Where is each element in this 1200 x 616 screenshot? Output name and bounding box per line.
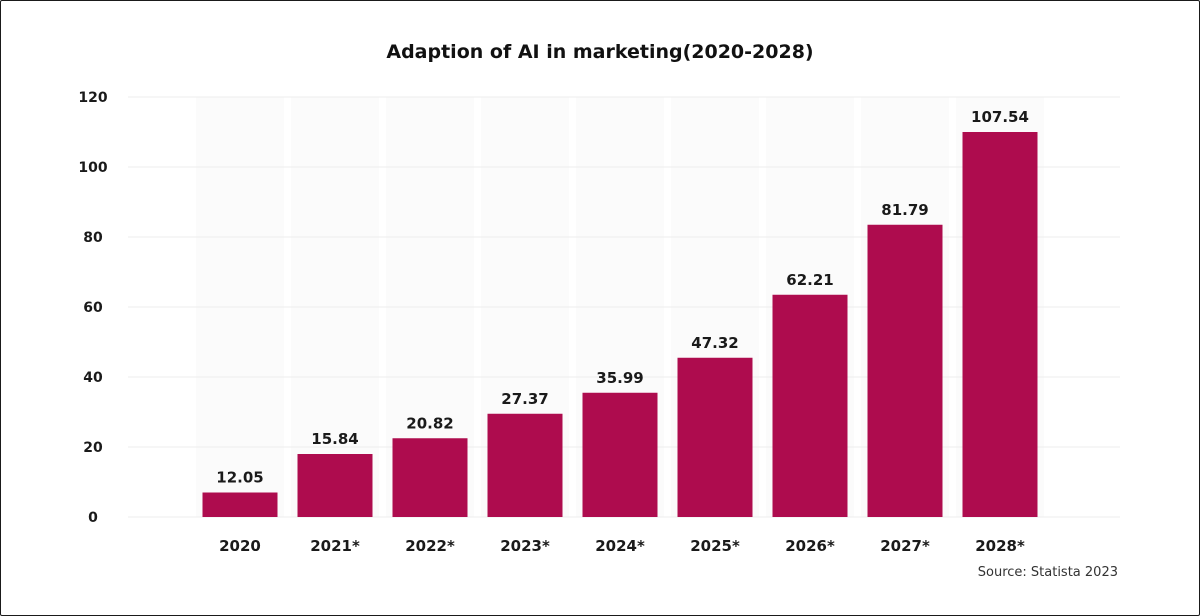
bar — [677, 357, 753, 517]
bar — [772, 294, 848, 517]
bar — [297, 454, 373, 517]
x-tick-label: 2025* — [690, 537, 740, 555]
data-label: 15.84 — [311, 430, 358, 448]
bar — [962, 132, 1038, 517]
bars — [202, 132, 1038, 517]
data-label: 12.05 — [216, 469, 263, 487]
value-labels: 12.05 15.84 20.82 27.37 35.99 47.32 62.21 81.79… — [216, 108, 1029, 487]
x-tick-label: 2027* — [880, 537, 930, 555]
x-tick-label: 2021* — [310, 537, 360, 555]
x-tick-label: 2024* — [595, 537, 645, 555]
x-tick-label: 2028* — [975, 537, 1025, 555]
x-tick-label: 2020 — [219, 537, 261, 555]
y-tick-label: 100 — [78, 160, 107, 176]
data-label: 35.99 — [596, 369, 643, 387]
y-tick-label: 40 — [83, 370, 103, 386]
x-tick-label: 2023* — [500, 537, 550, 555]
data-label: 107.54 — [971, 108, 1029, 126]
bar — [867, 224, 943, 517]
y-tick-label: 0 — [88, 510, 98, 526]
bar — [487, 413, 563, 517]
y-tick-label: 120 — [78, 90, 107, 106]
chart-title: Adaption of AI in marketing(2020-2028) — [386, 41, 813, 63]
y-tick-label: 20 — [83, 440, 103, 456]
data-label: 20.82 — [406, 414, 453, 432]
data-label: 27.37 — [501, 390, 548, 408]
source-note: Source: Statista 2023 — [978, 565, 1118, 580]
data-label: 81.79 — [881, 201, 928, 219]
bar — [582, 392, 658, 517]
data-label: 47.32 — [691, 334, 738, 352]
x-axis: 2020 2021* 2022* 2023* 2024* 2025* 2026* 2027* 2… — [219, 537, 1025, 555]
y-axis: 0 20 40 60 80 100 120 — [78, 90, 107, 526]
x-tick-label: 2026* — [785, 537, 835, 555]
bar — [392, 438, 468, 517]
bar — [202, 492, 278, 517]
x-tick-label: 2022* — [405, 537, 455, 555]
y-tick-label: 60 — [83, 300, 103, 316]
y-tick-label: 80 — [83, 230, 103, 246]
data-label: 62.21 — [786, 271, 833, 289]
